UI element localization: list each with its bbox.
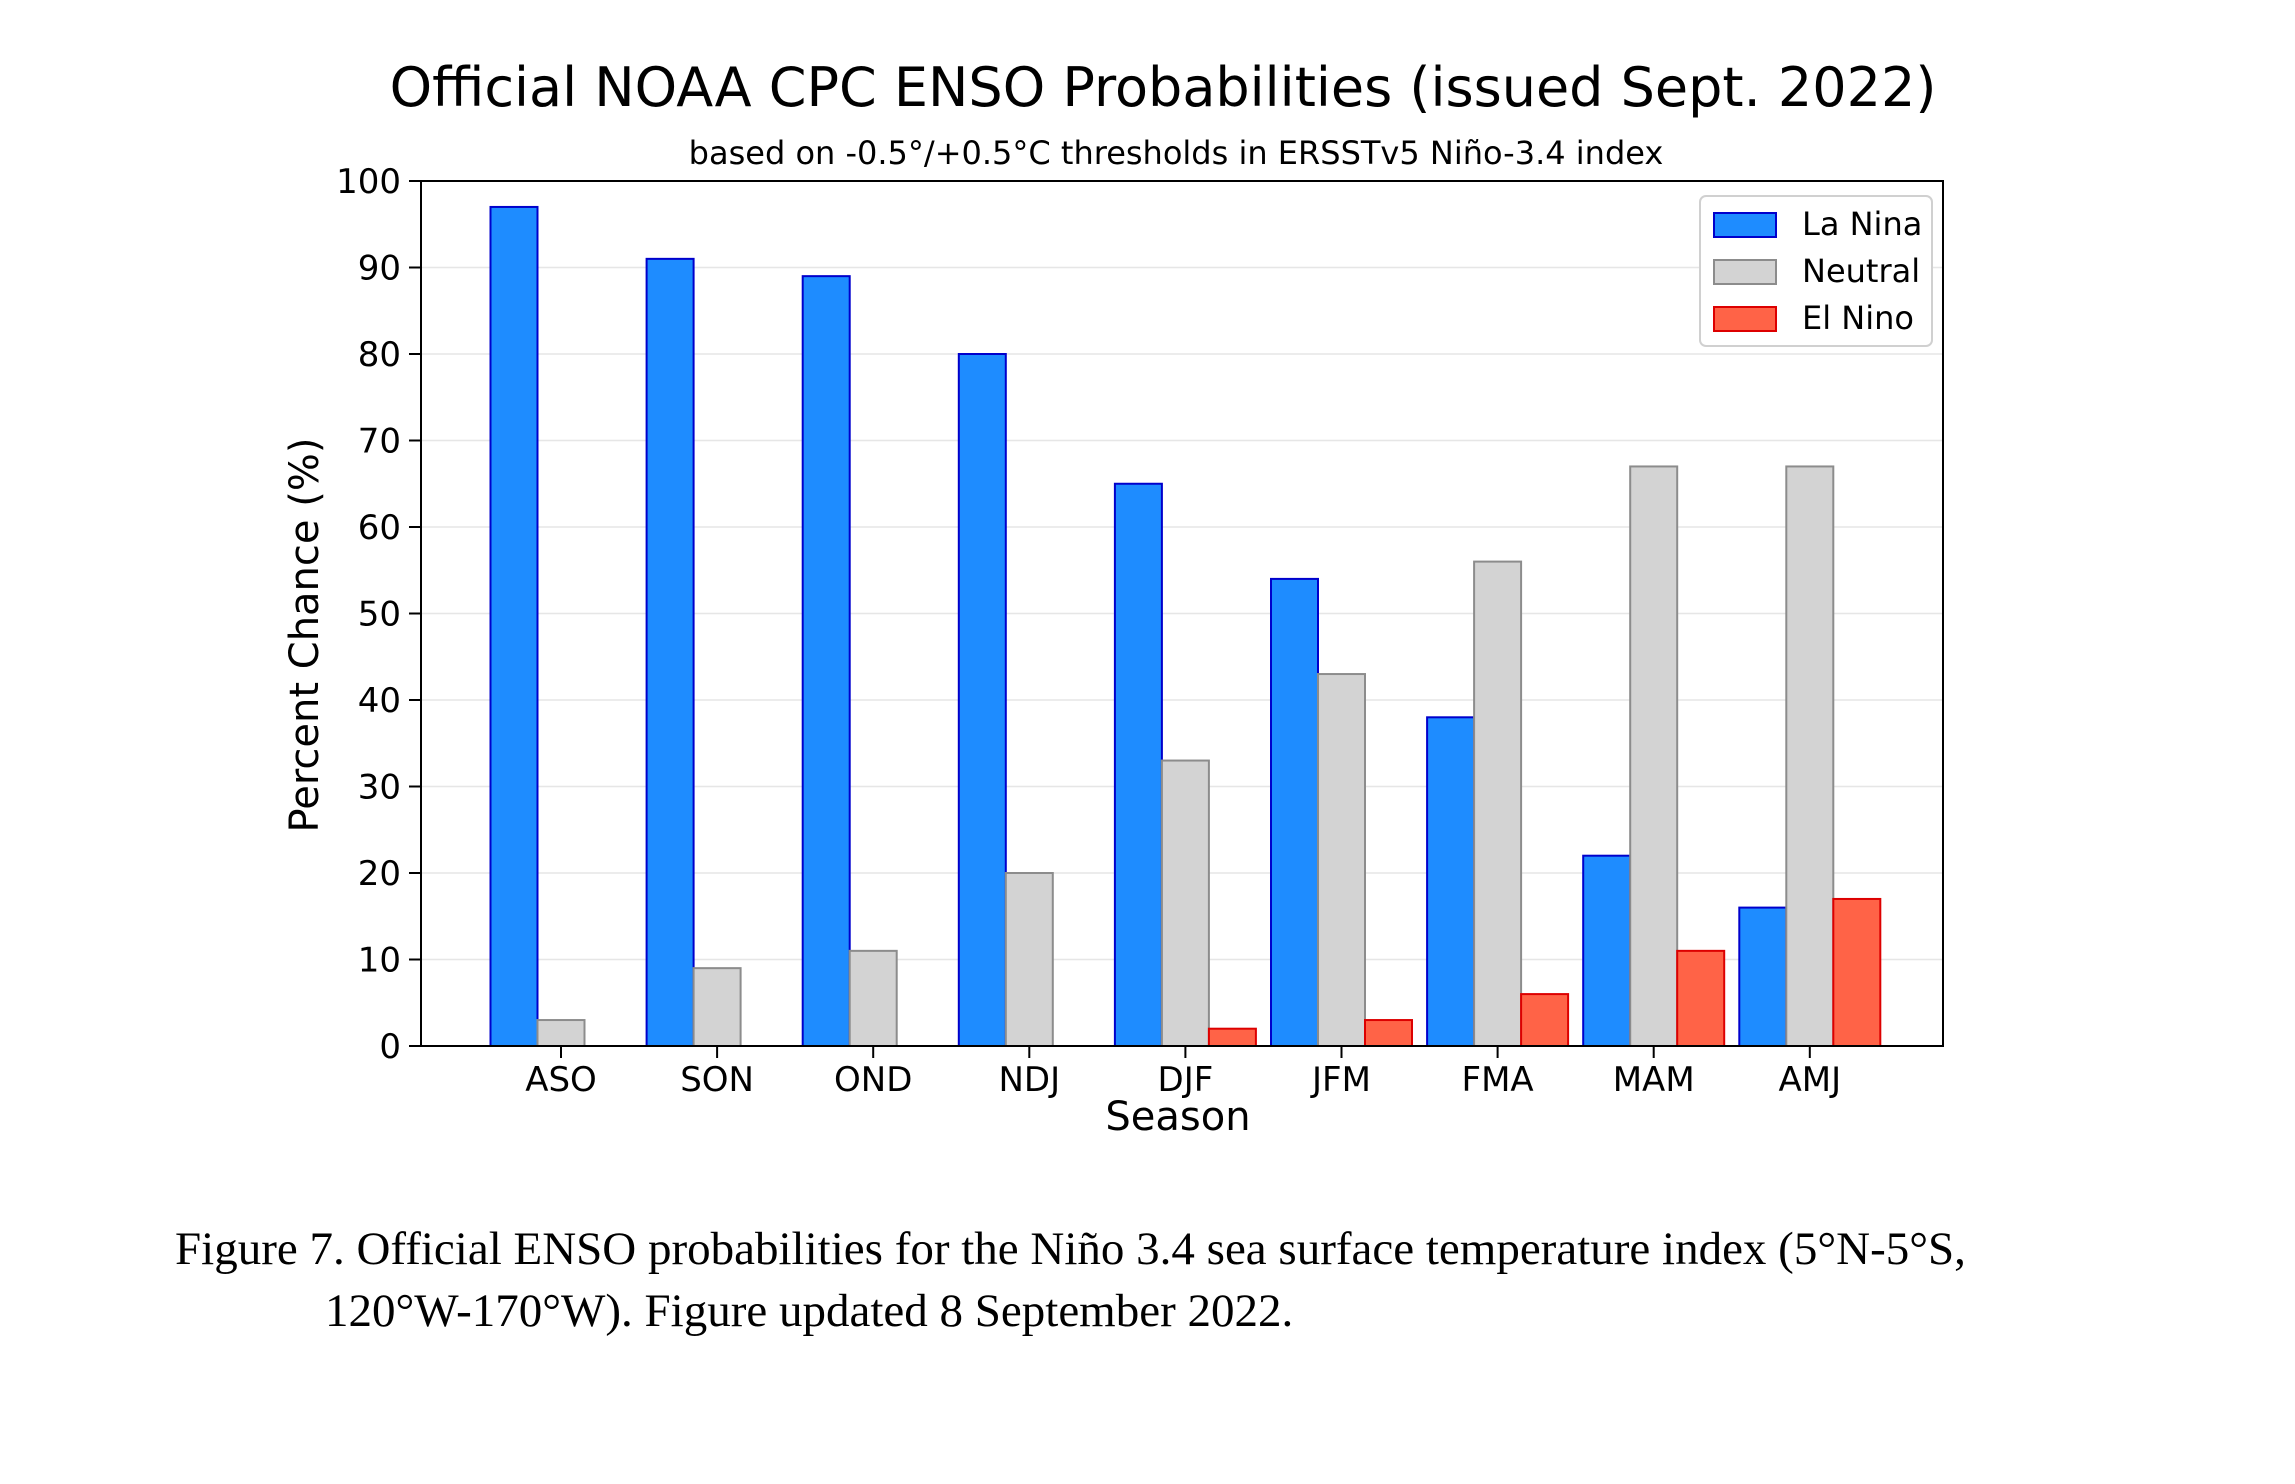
x-tick-label: FMA	[1462, 1060, 1534, 1100]
x-axis-ticks: ASO SON OND NDJ DJF JFM FMA MAM AMJ	[525, 1046, 1841, 1100]
bar-la-nina-fma	[1426, 716, 1476, 1047]
bar-neutral-son	[692, 967, 742, 1048]
legend-swatch-la-nina	[1713, 212, 1777, 238]
y-tick-label: 20	[358, 854, 401, 894]
caption-line-2: 120°W-170°W). Figure updated 8 September…	[325, 1285, 1294, 1337]
x-tick-label: JFM	[1310, 1060, 1371, 1100]
bar-la-nina-jfm	[1270, 577, 1319, 1048]
legend-label-neutral: Neutral	[1802, 252, 1920, 290]
figure-caption: Figure 7. Official ENSO probabilities fo…	[175, 1218, 2175, 1342]
bar-neutral-ond	[848, 949, 898, 1047]
bar-la-nina-son	[645, 257, 695, 1048]
y-tick-label: 80	[358, 335, 401, 375]
bar-la-nina-ond	[801, 275, 851, 1047]
y-axis-ticks: 0 10 20 30 40 50 60 70 80 90 100	[336, 162, 421, 1067]
y-tick-label: 10	[358, 941, 401, 981]
bar-neutral-aso	[536, 1019, 586, 1047]
bars	[489, 205, 1882, 1048]
x-tick-label: NDJ	[998, 1060, 1060, 1100]
bar-el-nino-jfm	[1364, 1019, 1413, 1047]
bar-el-nino-fma	[1520, 993, 1570, 1047]
bar-la-nina-amj	[1738, 906, 1788, 1047]
legend-swatch-el-nino	[1713, 306, 1777, 332]
caption-line-1: Figure 7. Official ENSO probabilities fo…	[175, 1223, 1966, 1275]
x-tick-label: ASO	[525, 1060, 597, 1100]
bar-la-nina-mam	[1582, 854, 1632, 1048]
bar-el-nino-djf	[1207, 1027, 1257, 1047]
bar-el-nino-amj	[1832, 897, 1882, 1048]
y-tick-label: 90	[358, 249, 401, 289]
x-axis-label: Season	[1105, 1094, 1250, 1140]
bar-el-nino-mam	[1676, 949, 1726, 1047]
x-tick-label: SON	[680, 1060, 754, 1100]
y-tick-label: 0	[379, 1027, 401, 1067]
y-tick-label: 50	[358, 595, 401, 635]
y-tick-label: 40	[358, 681, 401, 721]
legend-swatch-neutral	[1713, 259, 1777, 285]
bar-neutral-mam	[1629, 465, 1679, 1047]
x-tick-label: AMJ	[1778, 1060, 1841, 1100]
bar-la-nina-aso	[489, 205, 539, 1047]
chart-title: Official NOAA CPC ENSO Probabilities (is…	[390, 56, 1937, 119]
y-tick-label: 30	[358, 768, 401, 808]
y-tick-label: 60	[358, 508, 401, 548]
y-tick-label: 100	[336, 162, 401, 202]
bar-la-nina-djf	[1113, 482, 1163, 1047]
x-tick-label: OND	[834, 1060, 912, 1100]
bar-neutral-djf	[1160, 759, 1210, 1047]
legend-label-la-nina: La Nina	[1802, 205, 1922, 243]
legend: La Nina Neutral El Nino	[1699, 195, 1933, 347]
y-axis-label: Percent Chance (%)	[282, 438, 328, 833]
x-tick-label: DJF	[1158, 1060, 1214, 1100]
chart-subtitle: based on -0.5°/+0.5°C thresholds in ERSS…	[689, 134, 1664, 172]
bar-neutral-jfm	[1317, 673, 1366, 1047]
bar-neutral-amj	[1785, 465, 1835, 1047]
y-tick-label: 70	[358, 422, 401, 462]
bar-neutral-ndj	[1004, 872, 1054, 1047]
legend-label-el-nino: El Nino	[1802, 299, 1914, 337]
x-tick-label: MAM	[1613, 1060, 1695, 1100]
bar-la-nina-ndj	[957, 353, 1007, 1047]
bar-neutral-fma	[1473, 560, 1523, 1047]
